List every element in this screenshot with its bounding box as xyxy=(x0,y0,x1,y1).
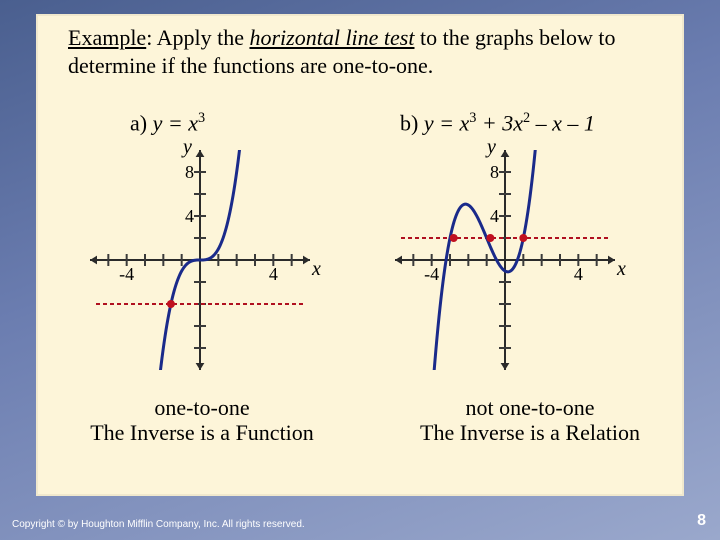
conclusion-a: one-to-oneThe Inverse is a Function xyxy=(52,395,352,446)
page-number: 8 xyxy=(697,512,706,530)
chart-b: 84-44x xyxy=(395,150,615,370)
copyright: Copyright © by Houghton Mifflin Company,… xyxy=(12,519,305,530)
lead-word: Example xyxy=(68,25,146,50)
example-prompt: Example: Apply the horizontal line test … xyxy=(68,24,660,79)
equation-a: a) y = x3 xyxy=(130,110,205,136)
hlt-term: horizontal line test xyxy=(249,25,414,50)
chart-a: 84-44x xyxy=(90,150,310,370)
conclusion-b: not one-to-oneThe Inverse is a Relation xyxy=(380,395,680,446)
equation-b: b) y = x3 + 3x2 – x – 1 xyxy=(400,110,595,136)
